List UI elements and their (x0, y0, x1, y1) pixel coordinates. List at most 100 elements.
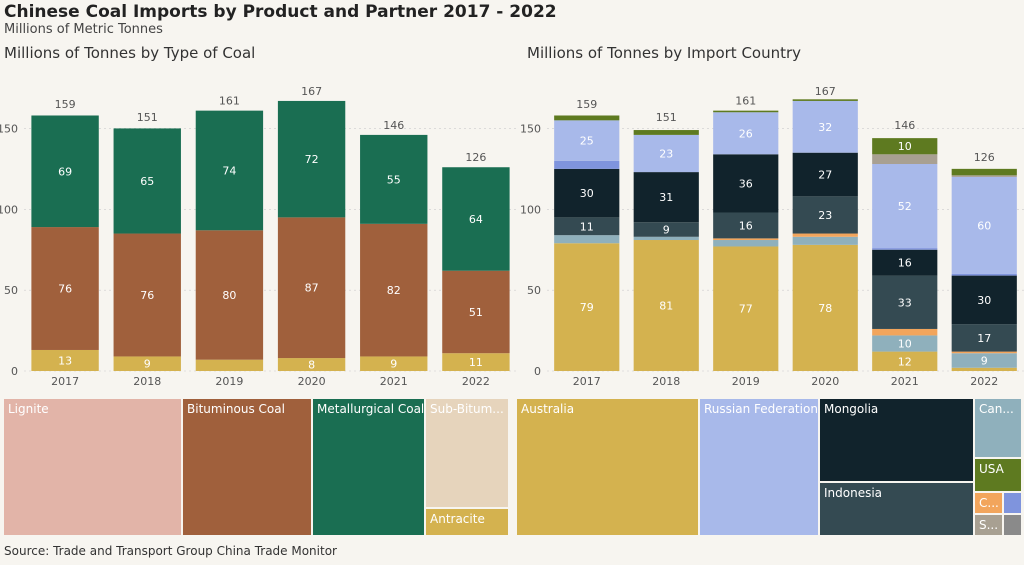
bar-segment (633, 172, 699, 223)
data-label: 55 (387, 173, 401, 186)
data-label: 32 (818, 121, 832, 134)
bar-segment (277, 358, 346, 371)
import-country-treemap: Australia Russian Federation Mongolia Indon… (516, 398, 1022, 536)
data-label: 9 (390, 358, 397, 371)
y-tick-label: 50 (527, 284, 541, 297)
source-note: Source: Trade and Transport Group China … (4, 544, 337, 558)
bar-segment (872, 164, 938, 249)
bar-segment (633, 134, 699, 173)
bar-segment (872, 248, 938, 250)
treemap-tile: Can... (974, 398, 1022, 458)
treemap-tile: Antracite (425, 508, 509, 536)
x-tick-label: 2019 (732, 375, 760, 388)
data-label: 80 (222, 289, 236, 302)
bar-segment (360, 134, 428, 224)
bar-segment (554, 235, 620, 244)
bar-segment (951, 175, 1017, 177)
x-tick-label: 2021 (891, 375, 919, 388)
data-label: 36 (739, 177, 753, 190)
bar-segment (195, 359, 264, 371)
data-label: 10 (898, 140, 912, 153)
data-label: 82 (387, 284, 401, 297)
bar-segment (792, 152, 858, 197)
treemap-label: S... (979, 518, 999, 532)
bar-segment (554, 115, 620, 121)
bar-segment (872, 351, 938, 371)
treemap-label: Australia (521, 402, 575, 416)
y-tick-label: 150 (520, 122, 541, 135)
bar-segment (195, 110, 264, 231)
bar-segment (951, 353, 1017, 368)
chart-subtitle: Millions of Metric Tonnes (4, 22, 163, 37)
bar-segment (442, 353, 510, 371)
data-label: 52 (898, 200, 912, 213)
data-label: 31 (659, 191, 673, 204)
total-label: 159 (576, 98, 597, 111)
bar-segment (633, 222, 699, 237)
treemap-label: C... (979, 496, 999, 510)
treemap-tile (1003, 514, 1022, 536)
bar-segment (792, 196, 858, 234)
treemap-tile: Lignite (3, 398, 182, 536)
data-label: 11 (580, 220, 594, 233)
x-tick-label: 2020 (811, 375, 839, 388)
y-tick-label: 100 (0, 203, 18, 216)
treemap-label: Can... (979, 402, 1014, 416)
y-tick-label: 100 (520, 203, 541, 216)
x-tick-label: 2019 (215, 375, 243, 388)
data-label: 9 (144, 358, 151, 371)
data-label: 72 (305, 153, 319, 166)
treemap-label: Lignite (8, 402, 49, 416)
bar-segment (633, 240, 699, 371)
bar-segment (951, 351, 1017, 354)
bar-segment (31, 115, 99, 228)
bar-segment (872, 328, 938, 336)
x-tick-label: 2018 (133, 375, 161, 388)
bar-segment (872, 138, 938, 155)
data-label: 64 (469, 213, 483, 226)
treemap-label: Indonesia (824, 486, 883, 500)
treemap-tile (1003, 492, 1022, 514)
bar-segment (951, 273, 1017, 276)
total-label: 167 (815, 85, 836, 98)
bar-segment (554, 120, 620, 161)
treemap-tile: Mongolia (819, 398, 974, 482)
bar-segment (792, 236, 858, 245)
bar-segment (360, 223, 428, 357)
data-label: 13 (58, 354, 72, 367)
data-label: 17 (977, 332, 991, 345)
treemap-label: USA (979, 462, 1004, 476)
data-label: 79 (580, 301, 594, 314)
data-label: 69 (58, 165, 72, 178)
treemap-tile: Russian Federation (699, 398, 819, 536)
data-label: 77 (739, 303, 753, 316)
x-tick-label: 2017 (51, 375, 79, 388)
x-tick-label: 2018 (652, 375, 680, 388)
bar-segment (554, 168, 620, 218)
bar-segment (554, 160, 620, 169)
data-label: 23 (818, 209, 832, 222)
total-label: 161 (219, 95, 240, 108)
data-label: 27 (818, 169, 832, 182)
data-label: 11 (469, 356, 483, 369)
treemap-tile: Bituminous Coal (182, 398, 312, 536)
treemap-label: Sub-Bitum... (430, 402, 504, 416)
total-label: 161 (735, 95, 756, 108)
bar-segment (633, 130, 699, 135)
total-label: 167 (301, 85, 322, 98)
x-tick-label: 2022 (970, 375, 998, 388)
data-label: 76 (58, 283, 72, 296)
bar-segment (31, 349, 99, 371)
bar-segment (277, 217, 346, 359)
x-tick-label: 2021 (380, 375, 408, 388)
bar-segment (713, 154, 779, 213)
data-label: 8 (308, 359, 315, 372)
bar-segment (951, 275, 1017, 325)
bar-segment (442, 167, 510, 271)
total-label: 151 (656, 111, 677, 124)
treemap-label: Russian Federation (704, 402, 818, 416)
data-label: 78 (818, 302, 832, 315)
bar-segment (113, 128, 181, 234)
total-label: 151 (137, 111, 158, 124)
total-label: 146 (894, 119, 915, 132)
